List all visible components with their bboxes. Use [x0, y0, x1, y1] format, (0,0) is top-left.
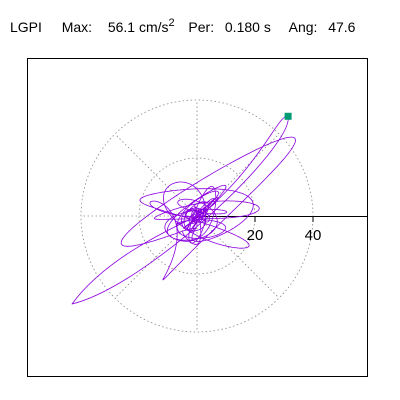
- chart-header: LGPI Max: 56.1 cm/s2 Per: 0.180 s Ang: 4…: [10, 17, 355, 39]
- grid-spoke-135: [114, 133, 198, 217]
- period-value: 0.180 s: [224, 19, 271, 35]
- grid-spoke-45: [196, 133, 280, 217]
- period-label: Per:: [188, 19, 215, 35]
- station-code: LGPI: [10, 19, 42, 35]
- orbit-trace: [71, 115, 296, 305]
- ring-label-40: 40: [305, 227, 322, 244]
- max-label: Max:: [61, 19, 93, 35]
- orbit-path: [71, 115, 296, 305]
- ring-label-20: 20: [247, 227, 264, 244]
- angle-label: Ang:: [288, 19, 318, 35]
- max-value: 56.1 cm/s: [107, 19, 169, 35]
- max-exponent: 2: [168, 17, 175, 29]
- grid-spoke-225: [114, 215, 198, 299]
- grid-spoke-315: [196, 215, 280, 299]
- angle-value: 47.6: [328, 19, 356, 35]
- peak-marker: [284, 112, 292, 120]
- ring-ticks: 20 40: [247, 216, 322, 244]
